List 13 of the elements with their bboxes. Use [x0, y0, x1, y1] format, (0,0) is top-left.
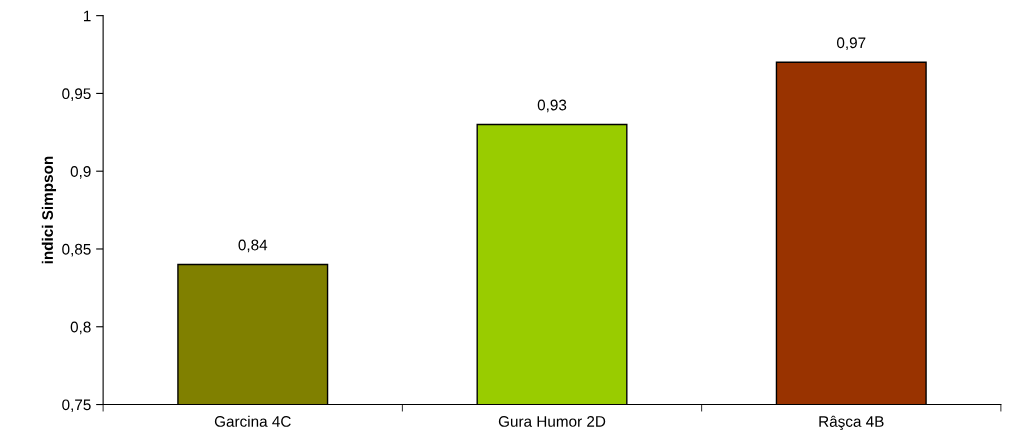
y-tick-label: 0,9: [70, 166, 91, 179]
y-tick-label: 0,75: [62, 399, 91, 413]
y-tick-label: 0,8: [70, 321, 91, 335]
data-label: 0,84: [238, 239, 268, 253]
data-label: 0,97: [836, 37, 866, 50]
y-tick-label: 0,95: [62, 88, 91, 101]
y-tick-label: 0,85: [62, 243, 91, 257]
x-tick-label: Garcina 4C: [214, 415, 291, 427]
y-tick-label: 1: [83, 10, 91, 22]
x-tick-label: Râşca 4B: [819, 415, 884, 430]
x-tick-label: Gura Humor 2D: [498, 416, 606, 427]
y-axis-title: indici Simpson: [41, 156, 57, 264]
data-label: 0,93: [537, 99, 567, 113]
